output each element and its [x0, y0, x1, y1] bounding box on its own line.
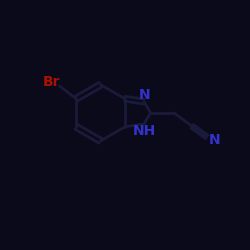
- Text: N: N: [138, 88, 150, 102]
- Text: N: N: [208, 133, 220, 147]
- Text: Br: Br: [42, 74, 60, 88]
- Text: NH: NH: [133, 124, 156, 138]
